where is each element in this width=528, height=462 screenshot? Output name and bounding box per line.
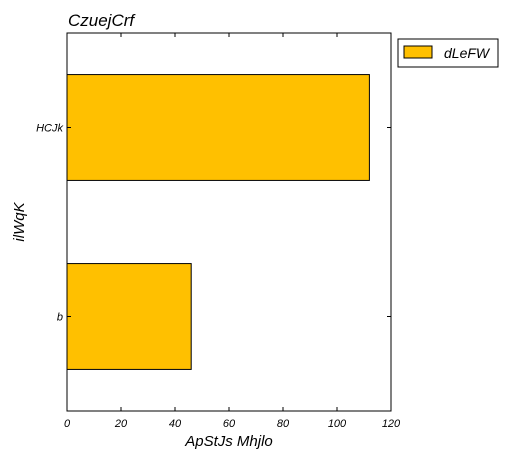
- x-axis-label: ApStJs Mhjlo: [184, 433, 273, 450]
- y-tick-label: HCJk: [36, 123, 63, 135]
- bars-group: [67, 75, 369, 370]
- x-tick-label: 20: [114, 418, 128, 430]
- legend-swatch: [404, 46, 432, 58]
- y-tick-label: b: [57, 312, 63, 324]
- chart-title: CzuejCrf: [68, 11, 136, 30]
- x-tick-label: 100: [328, 418, 347, 430]
- bar-HCJk: [67, 75, 369, 181]
- x-tick-label: 40: [169, 418, 182, 430]
- x-tick-label: 60: [223, 418, 236, 430]
- x-tick-label: 120: [382, 418, 401, 430]
- plot-area: 0 20 40 60 80 100 120 HCJk b: [36, 33, 401, 430]
- y-axis-label: ilWqK: [11, 201, 28, 241]
- x-tick-label: 0: [64, 418, 71, 430]
- legend-label: dLeFW: [444, 45, 491, 61]
- bar-b: [67, 264, 191, 370]
- legend: dLeFW: [398, 39, 498, 67]
- x-tick-label: 80: [277, 418, 290, 430]
